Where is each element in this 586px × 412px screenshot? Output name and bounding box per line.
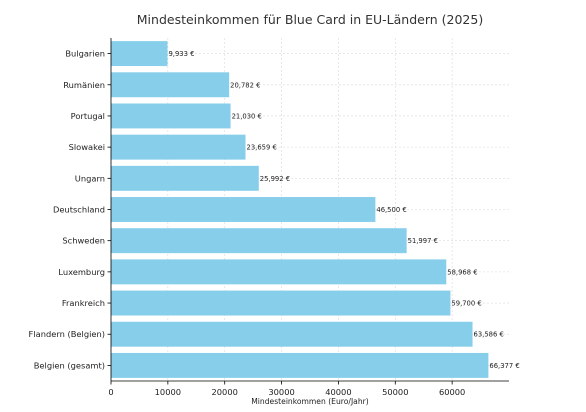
category-label: Schweden xyxy=(62,236,105,246)
x-tick-label: 20000 xyxy=(212,387,238,397)
data-label: 66,377 € xyxy=(489,362,519,370)
x-axis-title: Mindesteinkommen (Euro/Jahr) xyxy=(251,397,369,406)
category-label: Flandern (Belgien) xyxy=(29,329,105,339)
category-label: Frankreich xyxy=(62,298,105,308)
category-label: Ungarn xyxy=(75,173,105,183)
category-label: Bulgarien xyxy=(65,49,105,59)
bar xyxy=(111,165,259,191)
data-label: 63,586 € xyxy=(474,331,504,339)
bar xyxy=(111,259,447,285)
axes xyxy=(107,38,509,385)
bar xyxy=(111,41,168,67)
x-tick-label: 60000 xyxy=(439,387,465,397)
data-label: 23,659 € xyxy=(247,144,277,152)
x-tick-label: 50000 xyxy=(382,387,408,397)
x-tick-label: 0 xyxy=(108,387,113,397)
chart-title: Mindesteinkommen für Blue Card in EU-Län… xyxy=(137,12,483,27)
data-label: 25,992 € xyxy=(260,175,290,183)
bar xyxy=(111,290,451,316)
bar xyxy=(111,197,376,222)
data-label: 58,968 € xyxy=(447,268,477,276)
category-label: Deutschland xyxy=(53,205,105,215)
labels: 0 10000 20000 30000 40000 50000 60000 Bulgarien… xyxy=(29,49,520,397)
data-label: 9,933 € xyxy=(168,50,194,58)
category-label: Slowakei xyxy=(69,142,105,152)
data-label: 59,700 € xyxy=(451,300,481,308)
x-tick-label: 40000 xyxy=(325,387,351,397)
data-label: 46,500 € xyxy=(376,206,406,214)
data-label: 21,030 € xyxy=(232,112,262,120)
category-label: Rumänien xyxy=(63,80,105,90)
category-label: Portugal xyxy=(71,111,105,121)
bar xyxy=(111,103,231,129)
bar xyxy=(111,228,407,254)
data-label: 51,997 € xyxy=(408,237,438,245)
category-label: Belgien (gesamt) xyxy=(34,360,105,370)
x-tick-label: 10000 xyxy=(155,387,181,397)
bar xyxy=(111,72,230,98)
x-tick-label: 30000 xyxy=(268,387,294,397)
bar xyxy=(111,352,489,378)
bar xyxy=(111,321,473,347)
bar xyxy=(111,134,246,160)
category-label: Luxemburg xyxy=(58,267,105,277)
data-label: 20,782 € xyxy=(230,81,260,89)
bars xyxy=(111,41,489,378)
